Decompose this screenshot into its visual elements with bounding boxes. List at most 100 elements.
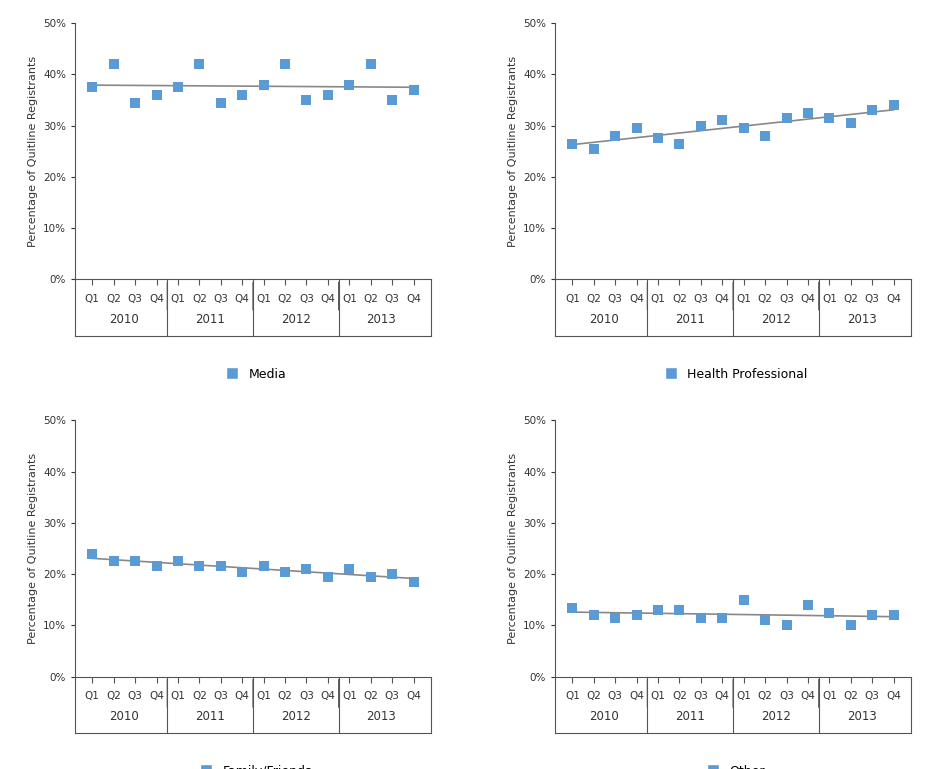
Point — [693, 611, 708, 624]
Text: Q2: Q2 — [843, 294, 858, 304]
Text: Q1: Q1 — [85, 691, 100, 701]
Point — [800, 599, 815, 611]
Point — [586, 609, 601, 621]
Text: Q3: Q3 — [693, 294, 708, 304]
Point — [672, 138, 687, 150]
Text: 2010: 2010 — [590, 313, 620, 326]
Point — [758, 614, 773, 627]
Point — [406, 84, 421, 96]
Text: Q3: Q3 — [779, 294, 794, 304]
Point — [256, 78, 271, 91]
Text: Q1: Q1 — [342, 691, 357, 701]
Point — [320, 571, 335, 583]
Point — [171, 555, 186, 568]
Text: Q4: Q4 — [407, 691, 421, 701]
Text: Q1: Q1 — [565, 294, 579, 304]
Point — [736, 122, 751, 135]
Text: Q3: Q3 — [299, 691, 314, 701]
Text: Q4: Q4 — [407, 294, 421, 304]
Point — [106, 58, 121, 70]
Point — [693, 119, 708, 131]
Point — [843, 117, 858, 129]
Point — [565, 601, 580, 614]
Point — [629, 122, 644, 135]
Text: 2013: 2013 — [366, 710, 396, 723]
Text: 2013: 2013 — [366, 313, 396, 326]
Point — [256, 561, 271, 573]
Y-axis label: Percentage of Quitline Registrants: Percentage of Quitline Registrants — [508, 55, 517, 247]
Point — [586, 142, 601, 155]
Point — [565, 138, 580, 150]
Point — [192, 561, 207, 573]
Text: Q4: Q4 — [715, 294, 730, 304]
Text: Q3: Q3 — [865, 294, 880, 304]
Text: Q3: Q3 — [608, 691, 623, 701]
Text: Q2: Q2 — [192, 691, 207, 701]
Text: 2012: 2012 — [761, 710, 791, 723]
Text: Q4: Q4 — [801, 294, 815, 304]
Text: Q2: Q2 — [586, 691, 601, 701]
Text: Q1: Q1 — [651, 691, 666, 701]
Point — [342, 78, 357, 91]
Text: Q2: Q2 — [758, 691, 773, 701]
Text: Q3: Q3 — [128, 294, 143, 304]
Text: Q1: Q1 — [736, 294, 751, 304]
Point — [715, 611, 730, 624]
Point — [85, 81, 100, 93]
Y-axis label: Percentage of Quitline Registrants: Percentage of Quitline Registrants — [27, 453, 38, 644]
Point — [651, 604, 666, 616]
Text: Q4: Q4 — [235, 691, 250, 701]
Text: Q1: Q1 — [256, 294, 271, 304]
Text: Q4: Q4 — [320, 691, 335, 701]
Text: Q2: Q2 — [672, 294, 687, 304]
Point — [651, 132, 666, 145]
Point — [363, 571, 378, 583]
Text: 2011: 2011 — [195, 710, 225, 723]
Text: Q4: Q4 — [235, 294, 250, 304]
Text: Q3: Q3 — [213, 294, 228, 304]
Point — [779, 112, 794, 124]
Text: Q2: Q2 — [192, 294, 207, 304]
Text: Q1: Q1 — [565, 691, 579, 701]
Text: Q2: Q2 — [278, 294, 293, 304]
Text: Q3: Q3 — [385, 691, 400, 701]
Point — [886, 99, 901, 112]
Text: Q1: Q1 — [736, 691, 751, 701]
Text: Q3: Q3 — [865, 691, 880, 701]
Text: Q3: Q3 — [385, 294, 400, 304]
Text: Q3: Q3 — [213, 691, 228, 701]
Text: 2012: 2012 — [281, 710, 311, 723]
Point — [822, 607, 837, 619]
Text: 2013: 2013 — [847, 710, 876, 723]
Text: Q4: Q4 — [886, 294, 901, 304]
Point — [128, 555, 143, 568]
Text: Q4: Q4 — [629, 691, 644, 701]
Text: Q3: Q3 — [608, 294, 623, 304]
Text: Q1: Q1 — [822, 691, 837, 701]
Text: Q1: Q1 — [171, 294, 185, 304]
Text: Q2: Q2 — [758, 294, 773, 304]
Text: 2012: 2012 — [281, 313, 311, 326]
Text: 2011: 2011 — [675, 710, 705, 723]
Text: Q2: Q2 — [586, 294, 601, 304]
Text: Q4: Q4 — [149, 691, 164, 701]
Point — [149, 561, 164, 573]
Point — [149, 88, 164, 101]
Point — [608, 611, 623, 624]
Point — [213, 96, 228, 108]
Text: 2010: 2010 — [110, 710, 139, 723]
Point — [865, 609, 880, 621]
Text: 2012: 2012 — [761, 313, 791, 326]
Point — [800, 107, 815, 119]
Point — [235, 88, 250, 101]
Point — [299, 94, 314, 106]
Point — [715, 115, 730, 127]
Text: Q1: Q1 — [822, 294, 837, 304]
Legend: Health Professional: Health Professional — [654, 362, 812, 385]
Text: Q2: Q2 — [106, 294, 121, 304]
Point — [171, 81, 186, 93]
Text: Q2: Q2 — [672, 691, 687, 701]
Text: Q4: Q4 — [320, 294, 335, 304]
Point — [278, 565, 293, 578]
Text: Q4: Q4 — [886, 691, 901, 701]
